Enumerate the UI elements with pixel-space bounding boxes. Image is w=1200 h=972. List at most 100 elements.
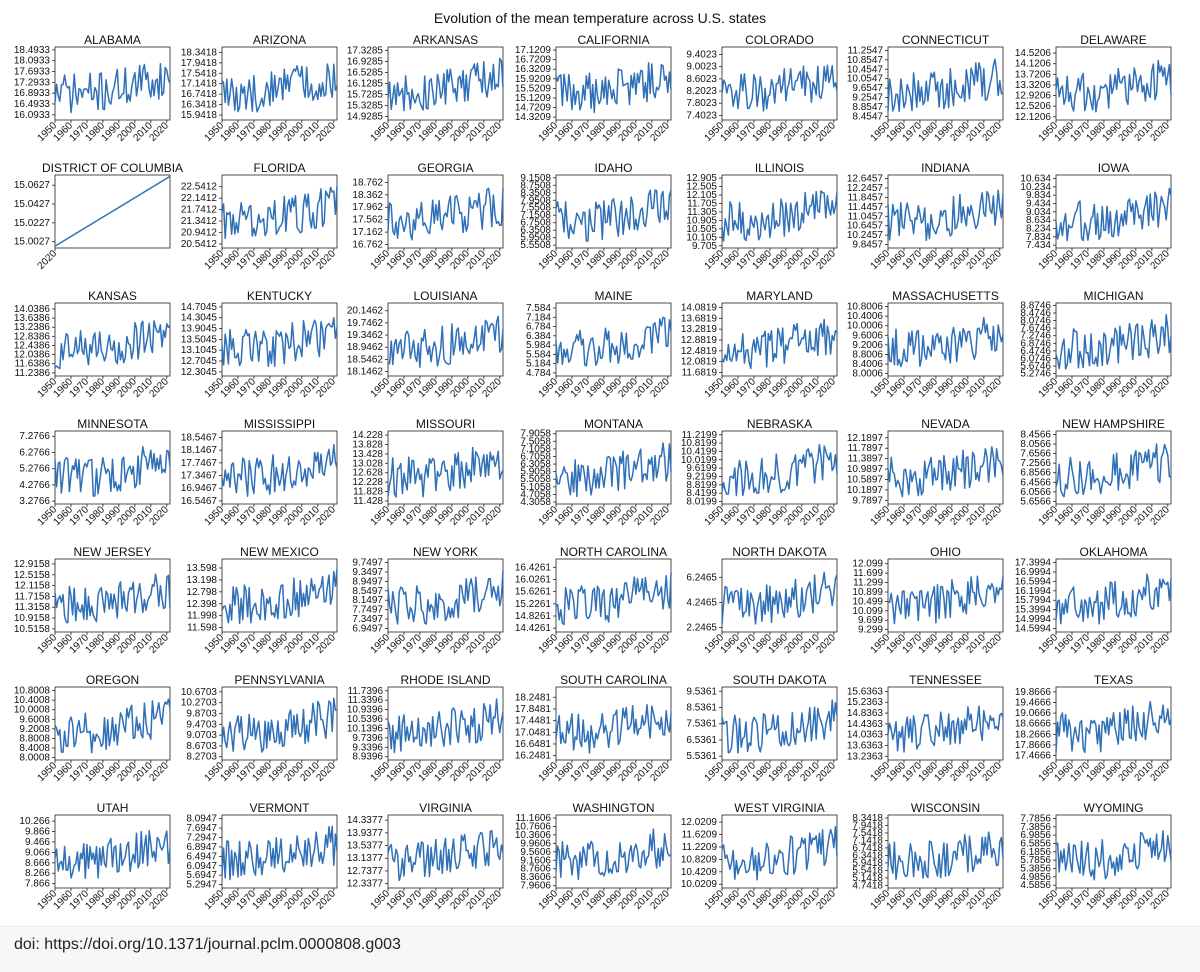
x-tick-label: 2020 [1148, 888, 1172, 912]
subplot-title: COLORADO [745, 33, 814, 47]
y-tick-label: 18.1462 [347, 367, 384, 378]
y-tick-label: 16.762 [352, 240, 383, 251]
y-tick-label: 12.9206 [1015, 91, 1052, 102]
subplot-massachusetts: MASSACHUSETTS 8.00068.40068.80069.20069.6… [847, 289, 1004, 400]
subplot-title: NEVADA [921, 417, 969, 431]
y-tick-label: 8.9396 [352, 752, 383, 763]
subplot-tennessee: TENNESSEE 13.236313.636314.036314.436314.… [847, 673, 1004, 784]
y-tick-label: 8.4547 [852, 111, 883, 122]
y-tick-label: 19.8666 [1015, 687, 1052, 698]
subplot-title: NORTH CAROLINA [560, 545, 667, 559]
x-tick-label: 2020 [648, 376, 672, 400]
series-line-arkansas [387, 57, 504, 112]
y-tick-label: 7.2766 [19, 431, 50, 442]
series-line-florida [221, 186, 338, 240]
series-line-mississippi [221, 443, 338, 497]
series-line-massachusetts [887, 316, 1004, 368]
y-tick-label: 11.7158 [15, 591, 51, 602]
y-tick-label: 18.0933 [14, 56, 51, 67]
y-tick-label: 8.666 [25, 858, 50, 869]
y-tick-label: 5.2766 [19, 464, 50, 475]
subplot-nebraska: NEBRASKA8.01998.41998.81999.21999.619910… [681, 417, 838, 528]
subplot-title: RHODE ISLAND [400, 673, 490, 687]
y-tick-label: 6.2465 [686, 572, 717, 583]
y-tick-label: 9.2199 [686, 471, 717, 482]
y-tick-label: 12.3377 [347, 879, 384, 890]
y-tick-label: 18.5462 [347, 354, 384, 365]
y-tick-label: 6.0566 [1020, 487, 1051, 498]
subplot-title: MASSACHUSETTS [892, 289, 999, 303]
y-tick-label: 9.5361 [686, 686, 717, 697]
y-tick-label: 15.0027 [14, 237, 51, 248]
y-tick-label: 7.434 [1026, 240, 1051, 251]
subplot-florida: FLORIDA 20.541220.941221.341221.741222.14… [181, 161, 338, 272]
series-line-georgia [387, 187, 504, 241]
x-tick-label: 2020 [480, 632, 504, 656]
x-tick-label: 2020 [814, 504, 838, 528]
subplot-title: MARYLAND [746, 289, 813, 303]
x-tick-label: 2020 [147, 632, 171, 656]
y-tick-label: 5.5418 [852, 865, 883, 876]
y-tick-label: 12.1158 [15, 581, 51, 592]
y-tick-label: 7.5361 [686, 719, 717, 730]
y-tick-label: 10.8547 [847, 55, 884, 66]
y-tick-label: 16.9467 [181, 483, 218, 494]
y-tick-label: 16.5285 [347, 67, 384, 78]
y-tick-label: 10.7606 [515, 821, 552, 832]
subplot-title: LOUISIANA [413, 289, 477, 303]
subplot-alabama: ALABAMA 16.093316.493316.893317.293317.69… [14, 33, 171, 144]
y-tick-label: 18.5467 [181, 432, 218, 443]
y-tick-label: 5.5508 [520, 240, 551, 251]
y-tick-label: 8.8006 [852, 349, 883, 360]
y-tick-label: 10.0199 [681, 455, 718, 466]
y-tick-label: 17.962 [352, 202, 383, 213]
series-line-iowa [1055, 187, 1172, 242]
y-tick-label: 9.1508 [520, 173, 551, 184]
y-tick-label: 8.3606 [520, 872, 551, 883]
subplot-iowa: IOWA7.4347.8348.2348.6349.0349.4349.8341… [1020, 161, 1172, 272]
y-tick-label: 13.9045 [181, 324, 218, 335]
subplot-title: IDAHO [594, 161, 632, 175]
y-tick-label: 5.6746 [1020, 361, 1051, 372]
y-tick-label: 4.9856 [1020, 872, 1051, 883]
y-tick-label: 11.428 [353, 496, 383, 507]
y-tick-label: 14.3045 [181, 313, 218, 324]
series-line-michigan [1055, 313, 1172, 370]
series-line-new-hampshire [1055, 443, 1172, 498]
y-tick-label: 11.3897 [848, 454, 884, 465]
x-tick-label: 2020 [147, 120, 171, 144]
subplot-title: DISTRICT OF COLUMBIA [42, 161, 183, 175]
y-tick-label: 14.0386 [14, 304, 51, 315]
y-tick-label: 4.7058 [520, 489, 551, 500]
y-tick-label: 2.2465 [686, 623, 717, 634]
subplot-title: KENTUCKY [247, 289, 312, 303]
y-tick-label: 16.4933 [14, 99, 51, 110]
y-tick-label: 11.598 [187, 623, 217, 634]
y-tick-label: 15.3285 [347, 100, 384, 111]
y-tick-label: 4.2465 [686, 597, 717, 608]
y-tick-label: 20.9412 [181, 228, 218, 239]
subplot-title: NEW MEXICO [240, 545, 319, 559]
y-tick-label: 9.5606 [520, 847, 551, 858]
y-tick-label: 17.4666 [1015, 751, 1052, 762]
y-tick-label: 10.1396 [347, 723, 384, 734]
y-tick-label: 13.6363 [847, 741, 884, 752]
doi-link[interactable]: doi: https://doi.org/10.1371/journal.pcl… [14, 936, 401, 953]
y-tick-label: 10.6703 [181, 687, 218, 698]
y-tick-label: 17.1418 [181, 79, 218, 90]
series-line-wisconsin [887, 831, 1004, 881]
plot-frame [387, 302, 504, 377]
y-tick-label: 11.705 [687, 198, 717, 209]
y-tick-label: 6.7058 [520, 451, 551, 462]
series-line-kentucky [221, 317, 338, 368]
subplot-maine: MAINE 4.7845.1845.5845.9846.3846.7847.184… [526, 289, 672, 400]
y-tick-label: 17.562 [352, 215, 383, 226]
subplot-wyoming: WYOMING 4.58564.98565.38565.78566.18566.5… [1020, 801, 1172, 912]
series-line-arizona [221, 63, 338, 113]
y-tick-label: 13.828 [352, 439, 383, 450]
y-tick-label: 16.9994 [1015, 567, 1052, 578]
y-tick-label: 10.899 [852, 587, 883, 598]
y-tick-label: 10.634 [1020, 173, 1051, 184]
subplot-title: SOUTH DAKOTA [733, 673, 827, 687]
